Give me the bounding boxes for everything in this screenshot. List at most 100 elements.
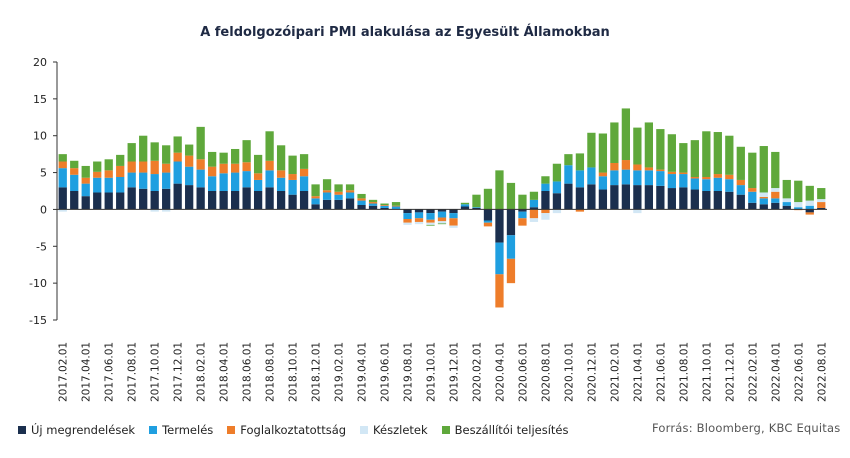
- bar-segment: [139, 188, 148, 210]
- x-tick-label: 2021.12.01: [724, 342, 736, 402]
- bar-segment: [104, 192, 113, 210]
- bar-segment: [219, 191, 228, 210]
- bar-segment: [288, 174, 297, 180]
- bar-segment: [162, 163, 171, 173]
- bar-segment: [541, 213, 550, 220]
- bar-segment: [403, 219, 412, 223]
- bar-segment: [150, 209, 159, 212]
- bar-segment: [552, 181, 562, 194]
- bar-segment: [368, 199, 378, 203]
- y-tick-label: 10: [33, 130, 47, 143]
- y-axis: 20 15 10 5 0 -5 -10 -15: [29, 56, 58, 327]
- bar-segment: [58, 154, 67, 162]
- bar-segment: [116, 176, 125, 193]
- bar-segment: [702, 191, 711, 210]
- bar-segment: [231, 172, 240, 191]
- bar-segment: [633, 185, 642, 210]
- bar-segment: [771, 188, 780, 192]
- x-tick-label: 2019.02.01: [334, 342, 346, 402]
- x-tick-label: 2020.02.01: [471, 342, 483, 402]
- bar-segment: [219, 173, 228, 191]
- x-axis: 2017.02.01 2017.04.01 2017.06.01 2017.08.01…: [57, 208, 828, 402]
- bar-segment: [621, 184, 631, 210]
- bar-segment: [70, 174, 79, 191]
- bar-segment: [426, 224, 435, 226]
- bar-segment: [725, 174, 734, 180]
- x-tick-label: 2019.04.01: [357, 342, 369, 402]
- bar-segment: [713, 174, 722, 178]
- bar-segment: [311, 196, 320, 199]
- bar-segment: [116, 165, 125, 177]
- bar-segment: [644, 167, 653, 171]
- bar-segment: [759, 198, 768, 205]
- bar-segment: [437, 209, 447, 212]
- x-tick-label: 2022.02.01: [747, 342, 759, 402]
- bar-segment: [426, 209, 435, 214]
- bar-segment: [357, 198, 366, 201]
- bar-segment: [771, 202, 780, 210]
- bar-segment: [598, 176, 608, 190]
- bar-segment: [449, 213, 458, 219]
- bar-segment: [805, 209, 814, 213]
- bar-segment: [150, 142, 159, 161]
- bar-segment: [265, 187, 274, 210]
- bar-segment: [495, 242, 504, 275]
- bar-segment: [81, 177, 90, 184]
- bar-segment: [702, 131, 711, 177]
- bar-segment: [518, 194, 527, 210]
- bar-segment: [253, 154, 263, 174]
- bar-segment: [506, 182, 516, 210]
- bar-segment: [817, 199, 826, 203]
- bar-segment: [345, 190, 355, 193]
- legend: Új megrendelések Termelés Foglalkoztatot…: [18, 423, 582, 437]
- bar-segment: [449, 225, 458, 228]
- bar-segment: [633, 164, 642, 171]
- bar-segment: [426, 213, 435, 220]
- bar-segment: [667, 171, 676, 175]
- bar-segment: [817, 188, 826, 200]
- bar-segment: [185, 155, 194, 167]
- bar-segment: [173, 136, 182, 153]
- bar-segment: [575, 170, 585, 188]
- bar-segment: [288, 179, 297, 195]
- bar-segment: [70, 191, 79, 210]
- bar-segment: [506, 258, 516, 284]
- bar-segment: [805, 212, 814, 215]
- x-tick-label: 2018.10.01: [288, 342, 300, 402]
- legend-item-supplier-deliveries: Beszállítói teljesítés: [441, 423, 568, 437]
- bar-segment: [196, 187, 205, 210]
- bar-segment: [426, 219, 435, 223]
- bar-segment: [391, 202, 401, 206]
- bar-segment: [702, 176, 711, 180]
- bar-segment: [690, 176, 699, 179]
- x-tick-label: 2019.12.01: [448, 342, 460, 402]
- y-tick-label: -10: [29, 277, 47, 290]
- bar-segment: [208, 176, 217, 191]
- bar-segment: [460, 204, 470, 207]
- bar-segment: [345, 184, 355, 191]
- bar-segment: [357, 205, 366, 210]
- bar-segment: [667, 134, 676, 172]
- bar-segment: [759, 196, 768, 199]
- bar-segment: [518, 218, 527, 226]
- bar-segment: [322, 179, 332, 191]
- bar-segment: [495, 209, 504, 243]
- bar-segment: [725, 135, 734, 175]
- bar-segment: [460, 202, 470, 205]
- bar-segment: [334, 199, 343, 210]
- bar-segment: [748, 188, 757, 192]
- x-tick-label: 2017.04.01: [81, 342, 93, 402]
- legend-swatch: [360, 426, 369, 434]
- bar-segment: [334, 194, 343, 200]
- bar-segment: [748, 152, 757, 189]
- bar-segment: [633, 127, 642, 165]
- bar-segment: [782, 198, 791, 203]
- bar-segment: [173, 183, 182, 210]
- bar-segment: [587, 167, 596, 185]
- bar-segment: [736, 146, 745, 180]
- bar-segment: [253, 191, 263, 210]
- legend-label: Termelés: [162, 423, 214, 437]
- bar-segment: [713, 177, 722, 191]
- bar-segment: [253, 179, 263, 191]
- bar-segment: [587, 132, 596, 168]
